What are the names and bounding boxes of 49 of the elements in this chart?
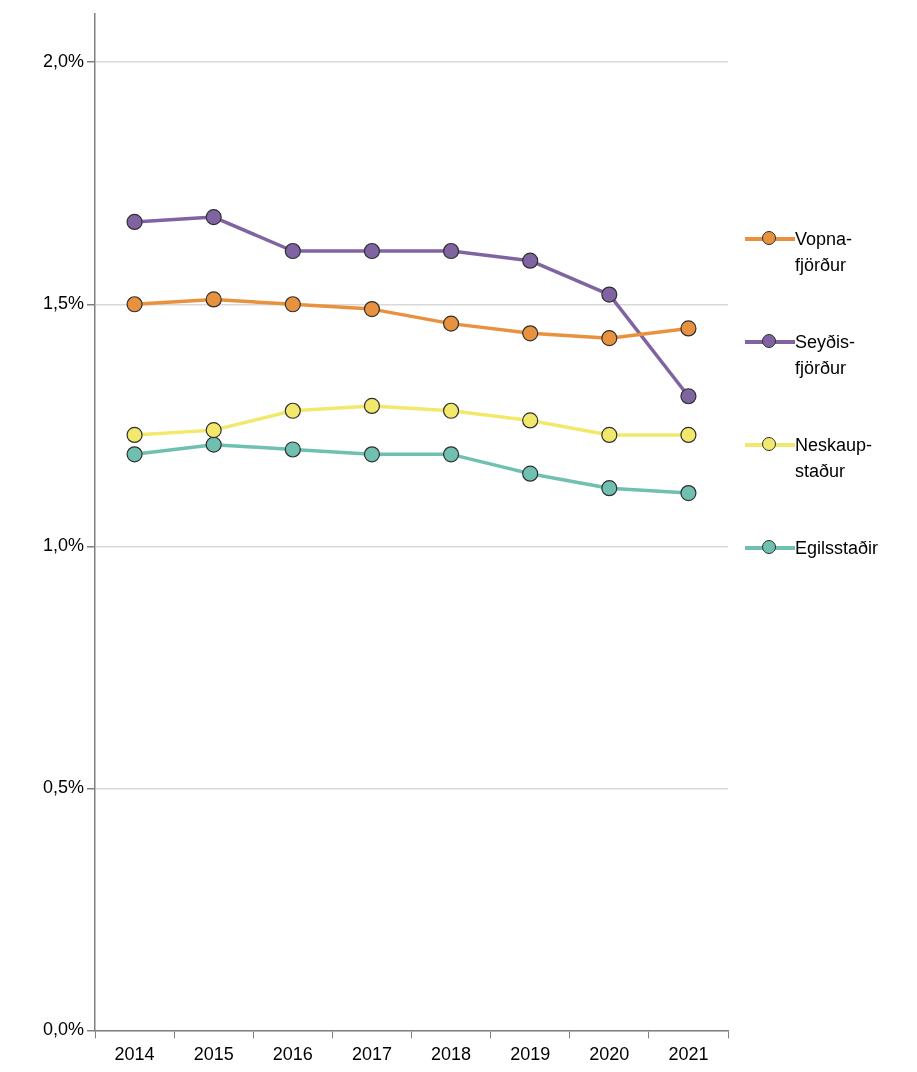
point (284, 441, 301, 458)
y-tick-label: 0,0% (42, 1019, 84, 1040)
point (205, 209, 222, 226)
x-tick-label: 2019 (510, 1044, 551, 1065)
point (522, 412, 539, 429)
point (126, 446, 143, 463)
point (205, 291, 222, 308)
point (680, 426, 697, 444)
legend-label: Neskaup-staður (795, 434, 874, 483)
legend-label: Seyðis-fjörður (795, 331, 857, 380)
x-tick-label: 2016 (272, 1044, 313, 1065)
legend-label: Egilsstaðir (795, 537, 880, 560)
x-tick-label: 2015 (193, 1044, 234, 1065)
point (442, 242, 460, 260)
point (601, 330, 618, 347)
point (126, 426, 143, 444)
point (363, 301, 381, 318)
point (442, 446, 460, 463)
point (126, 213, 143, 231)
point (126, 296, 143, 313)
y-tick-label: 1,0% (42, 535, 84, 556)
point (284, 402, 301, 419)
point (363, 242, 381, 260)
point (363, 446, 381, 463)
x-tick-label: 2020 (589, 1044, 630, 1065)
y-tick-label: 1,5% (42, 293, 84, 314)
x-tick-label: 2018 (431, 1044, 472, 1065)
point (284, 242, 301, 260)
x-tick-label: 2021 (668, 1044, 709, 1065)
point (601, 426, 618, 444)
point (522, 252, 539, 269)
y-tick-label: 2,0% (42, 51, 84, 72)
legend-label: Vopna-fjörður (795, 228, 854, 277)
point (284, 296, 301, 313)
point (442, 402, 460, 419)
point (680, 320, 697, 337)
point (680, 484, 697, 502)
y-tick-label: 0,5% (42, 777, 84, 798)
point (601, 286, 618, 303)
point (522, 325, 539, 342)
point (205, 422, 222, 439)
point (205, 436, 222, 453)
point (680, 388, 697, 405)
point (522, 465, 539, 482)
point (601, 480, 618, 497)
point (363, 397, 381, 415)
point (442, 315, 460, 332)
x-tick-label: 2014 (114, 1044, 155, 1065)
x-tick-label: 2017 (351, 1044, 392, 1065)
